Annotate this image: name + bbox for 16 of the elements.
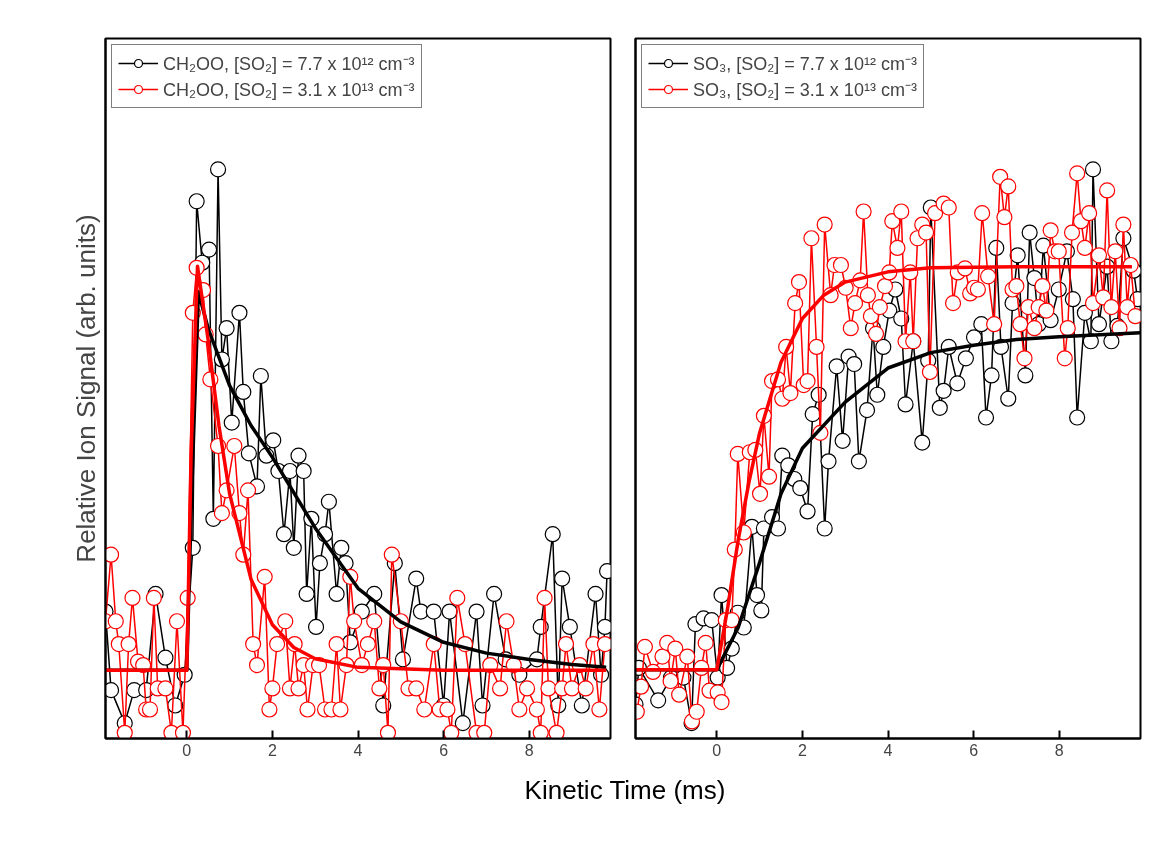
- x-axis-title: Kinetic Time (ms): [524, 774, 726, 807]
- legend-label: CH₂OO, [SO₂] = 7.7 x 10¹² cm⁻³: [163, 53, 415, 75]
- x-tick-label: 6: [969, 741, 979, 759]
- x-tick-label: 6: [439, 741, 449, 759]
- x-tick-label: 2: [797, 741, 807, 759]
- x-tick-label: 0: [182, 741, 192, 759]
- x-tick-label: 0: [712, 741, 722, 759]
- legend-label: CH₂OO, [SO₂] = 3.1 x 10¹³ cm⁻³: [163, 79, 415, 101]
- x-tick-label: 8: [524, 741, 534, 759]
- x-tick-label: 4: [883, 741, 893, 759]
- y-axis-title: Relative Ion Signal (arb. units): [70, 214, 101, 563]
- legend-label: SO₃, [SO₂] = 7.7 x 10¹² cm⁻³: [693, 53, 917, 75]
- legend-label: SO₃, [SO₂] = 3.1 x 10¹³ cm⁻³: [693, 79, 917, 101]
- x-tick-label: 2: [267, 741, 277, 759]
- x-tick-label: 8: [1054, 741, 1064, 759]
- x-tick-label: 4: [353, 741, 363, 759]
